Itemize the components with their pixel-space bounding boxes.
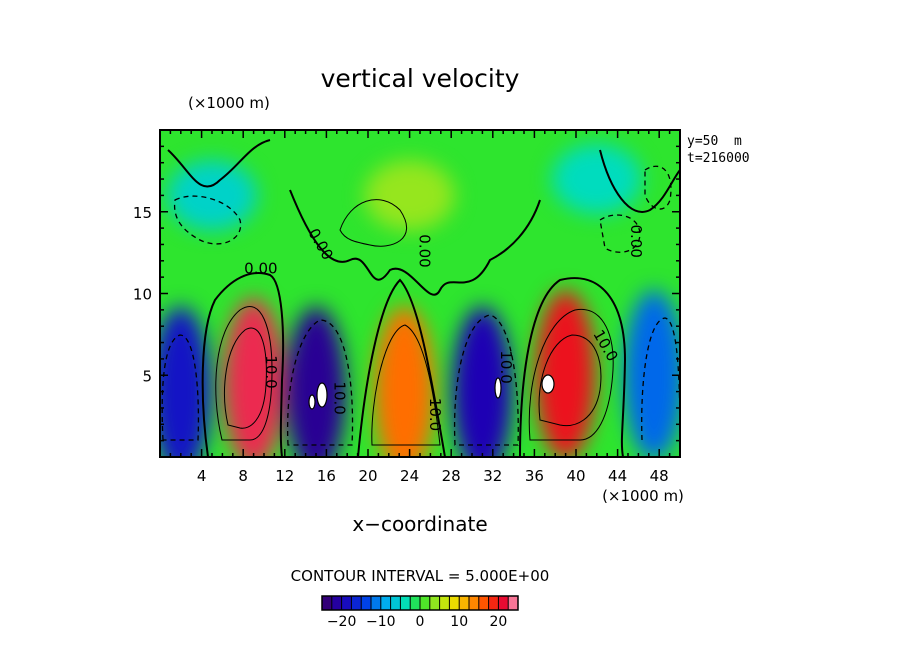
colorbar-swatch [410,596,421,610]
colorbar-swatch [380,596,392,610]
colorbar-swatch [371,596,382,610]
contour-zero-line [167,139,680,213]
contour-dashed-line [173,195,242,245]
x-tick-label: 40 [566,467,585,485]
contour-zero-line [519,277,627,457]
contour-label: 0.00 [627,224,645,257]
contour-zero-line [289,189,541,296]
colorbar-tick-label: 10 [450,614,468,630]
heatmap-cell [167,160,257,231]
annotation-time: t=216000 [687,151,750,166]
colorbar-swatch [459,596,470,610]
colorbar-frame [321,595,519,611]
heatmap-cell [452,306,513,457]
colorbar-swatch [478,596,490,610]
contour-line [528,308,614,441]
colorbar-tick-label: −20 [327,614,357,630]
contour-label: 0.00 [244,259,277,277]
contour-line [538,334,602,427]
x-tick-label: 16 [317,467,336,485]
contour-interval-label: CONTOUR INTERVAL = 5.000E+00 [291,567,550,585]
colorbar-swatch [439,596,450,610]
contour-label: 10.0 [426,398,444,431]
contour-zero-line [357,278,446,457]
colorbar-swatch [469,596,480,610]
x-tick-label: 44 [608,467,627,485]
contour-line [371,324,441,446]
colorbar-swatch [322,596,333,610]
contour-label: 0.00 [416,234,434,267]
heatmap-field [160,130,680,457]
heatmap-cell [535,290,596,457]
y-tick-label: 5 [142,367,152,385]
x-tick-label: 28 [442,467,461,485]
contour-zero-line [201,272,285,457]
colorbar-swatch [390,596,401,610]
contour-lines [161,139,680,457]
colorbar-swatch [400,596,411,610]
x-tick-label: 20 [358,467,377,485]
x-tick-label: 12 [275,467,294,485]
colorbar-swatch [498,596,509,610]
contour-dashed-line [644,165,672,210]
heatmap-cell [223,298,284,457]
colorbar-swatch [420,596,431,610]
x-tick-label: 48 [650,467,669,485]
colorbar-swatch [449,596,460,610]
heatmap-cell [551,144,642,215]
colorbar-swatch [488,596,499,610]
x-axis-unit: (×1000 m) [602,487,684,505]
contour-highlight [541,374,555,394]
x-tick-label: 8 [238,467,248,485]
contour-line [339,199,407,247]
contour-label: 10.0 [497,350,515,383]
y-tick-label: 10 [133,286,152,304]
colorbar-swatch [351,596,362,610]
colorbar-swatch [429,596,441,610]
heatmap-cell [364,160,455,231]
colorbar-swatch [331,596,343,610]
heatmap-cell [374,306,435,457]
y-axis-unit: (×1000 m) [188,94,270,112]
contour-dashed-line [286,319,354,446]
colorbar-tick-label: 0 [416,614,425,630]
colorbar: −20 −10 0 10 20 [321,595,519,630]
colorbar-swatch [341,596,352,610]
x-tick-label: 32 [483,467,502,485]
x-tick-label: 4 [197,467,207,485]
chart-title: vertical velocity [321,64,520,93]
annotation-y-position: y=50 m [687,134,742,149]
colorbar-swatch [361,596,372,610]
contour-highlight [316,382,328,408]
contour-highlight [494,377,502,399]
x-axis-label: x−coordinate [352,512,487,536]
x-tick-label: 36 [525,467,544,485]
contour-highlights [308,374,555,410]
contour-highlight [308,394,316,410]
y-tick-label: 15 [133,204,152,222]
x-tick-label: 24 [400,467,419,485]
contour-line [215,306,273,441]
heatmap-cell [624,290,680,457]
contour-label: 10.0 [262,355,280,388]
colorbar-swatch [508,596,519,610]
contour-line [224,327,267,429]
colorbar-tick-label: −10 [366,614,396,630]
contour-label: 10.0 [330,381,348,414]
contour-dashed-line [161,334,200,441]
colorbar-tick-label: 20 [489,614,507,630]
